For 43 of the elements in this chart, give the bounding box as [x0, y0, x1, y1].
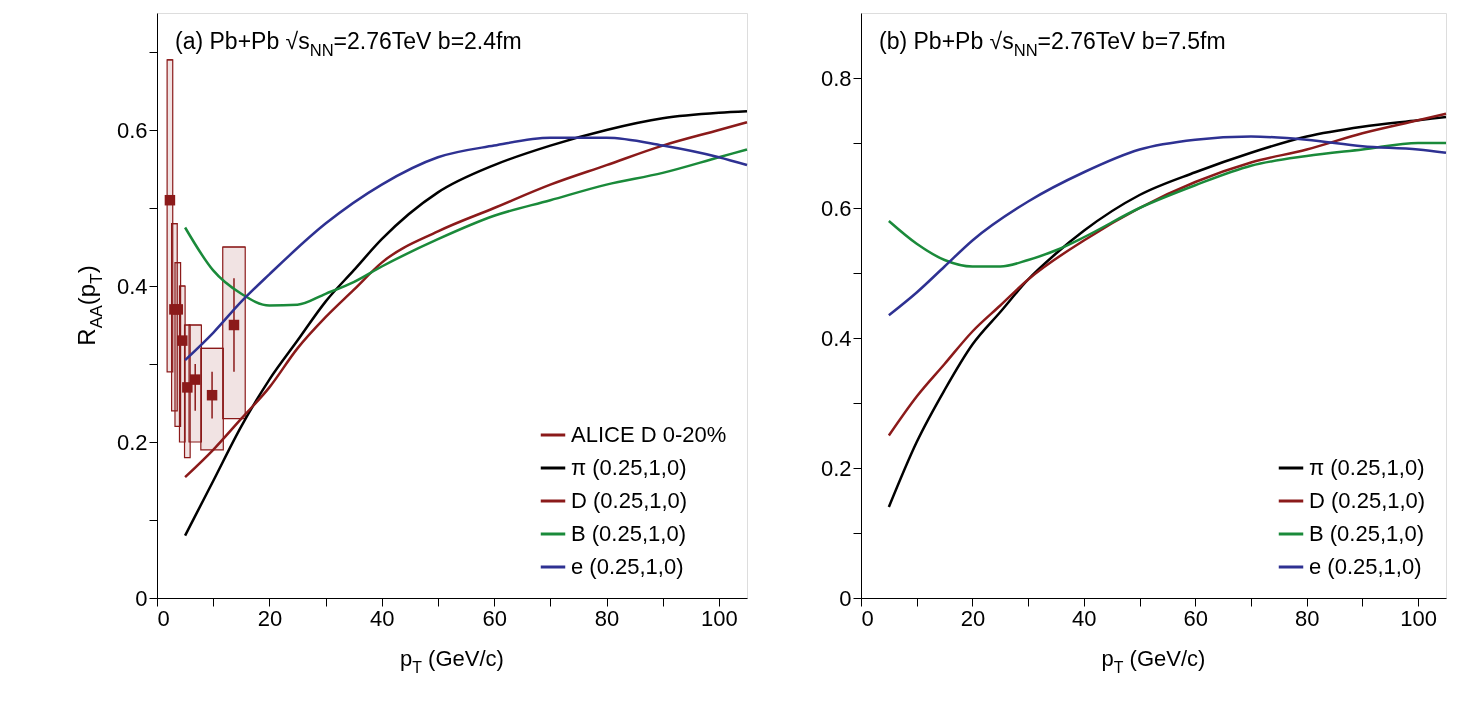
legend-label: π (0.25,1,0) [571, 455, 687, 480]
legend-label: B (0.25,1,0) [1309, 521, 1424, 546]
line-series [887, 135, 1448, 317]
x-tick-label: 60 [482, 605, 507, 631]
x-tick-label: 60 [1183, 605, 1209, 631]
y-tick-label: 0.2 [116, 429, 148, 455]
legend-label: π (0.25,1,0) [1309, 455, 1425, 480]
y-tick-label: 0 [839, 585, 852, 611]
x-tick-label: 40 [1072, 605, 1097, 631]
point [164, 194, 176, 206]
legend-label: e (0.25,1,0) [1309, 554, 1422, 579]
legend-label: ALICE D 0-20% [571, 422, 727, 447]
y-tick-label: 0.4 [820, 325, 852, 351]
y-tick-label: 0 [135, 585, 148, 611]
legend-label: D (0.25,1,0) [1309, 488, 1426, 513]
x-tick-label: 40 [370, 605, 395, 631]
x-tick-label: 20 [960, 605, 986, 631]
y-axis-title: RAA(pT) [73, 265, 107, 346]
line-series [183, 120, 749, 479]
point [177, 335, 188, 346]
x-tick-label: 80 [1294, 605, 1320, 631]
point [228, 319, 240, 331]
y-tick-label: 0.6 [116, 117, 148, 143]
legend-label: e (0.25,1,0) [571, 554, 684, 579]
line-series [183, 148, 749, 307]
x-tick-label: 100 [701, 605, 738, 631]
x-tick-label: 20 [257, 605, 283, 631]
point [206, 389, 218, 401]
y-tick-label: 0.4 [116, 273, 148, 299]
y-tick-label: 0.6 [820, 195, 852, 221]
point [189, 374, 201, 385]
line-series [887, 141, 1448, 268]
y-tick-label: 0.8 [820, 65, 852, 91]
legend-label: B (0.25,1,0) [571, 521, 686, 546]
x-tick-label: 0 [157, 605, 170, 631]
y-tick-label: 0.2 [820, 455, 852, 481]
x-tick-label: 0 [861, 605, 874, 631]
point [172, 304, 184, 315]
legend-label: D (0.25,1,0) [571, 488, 688, 513]
x-tick-label: 80 [594, 605, 620, 631]
point [182, 382, 193, 393]
line-series [183, 136, 749, 362]
x-tick-label: 100 [1400, 605, 1437, 631]
